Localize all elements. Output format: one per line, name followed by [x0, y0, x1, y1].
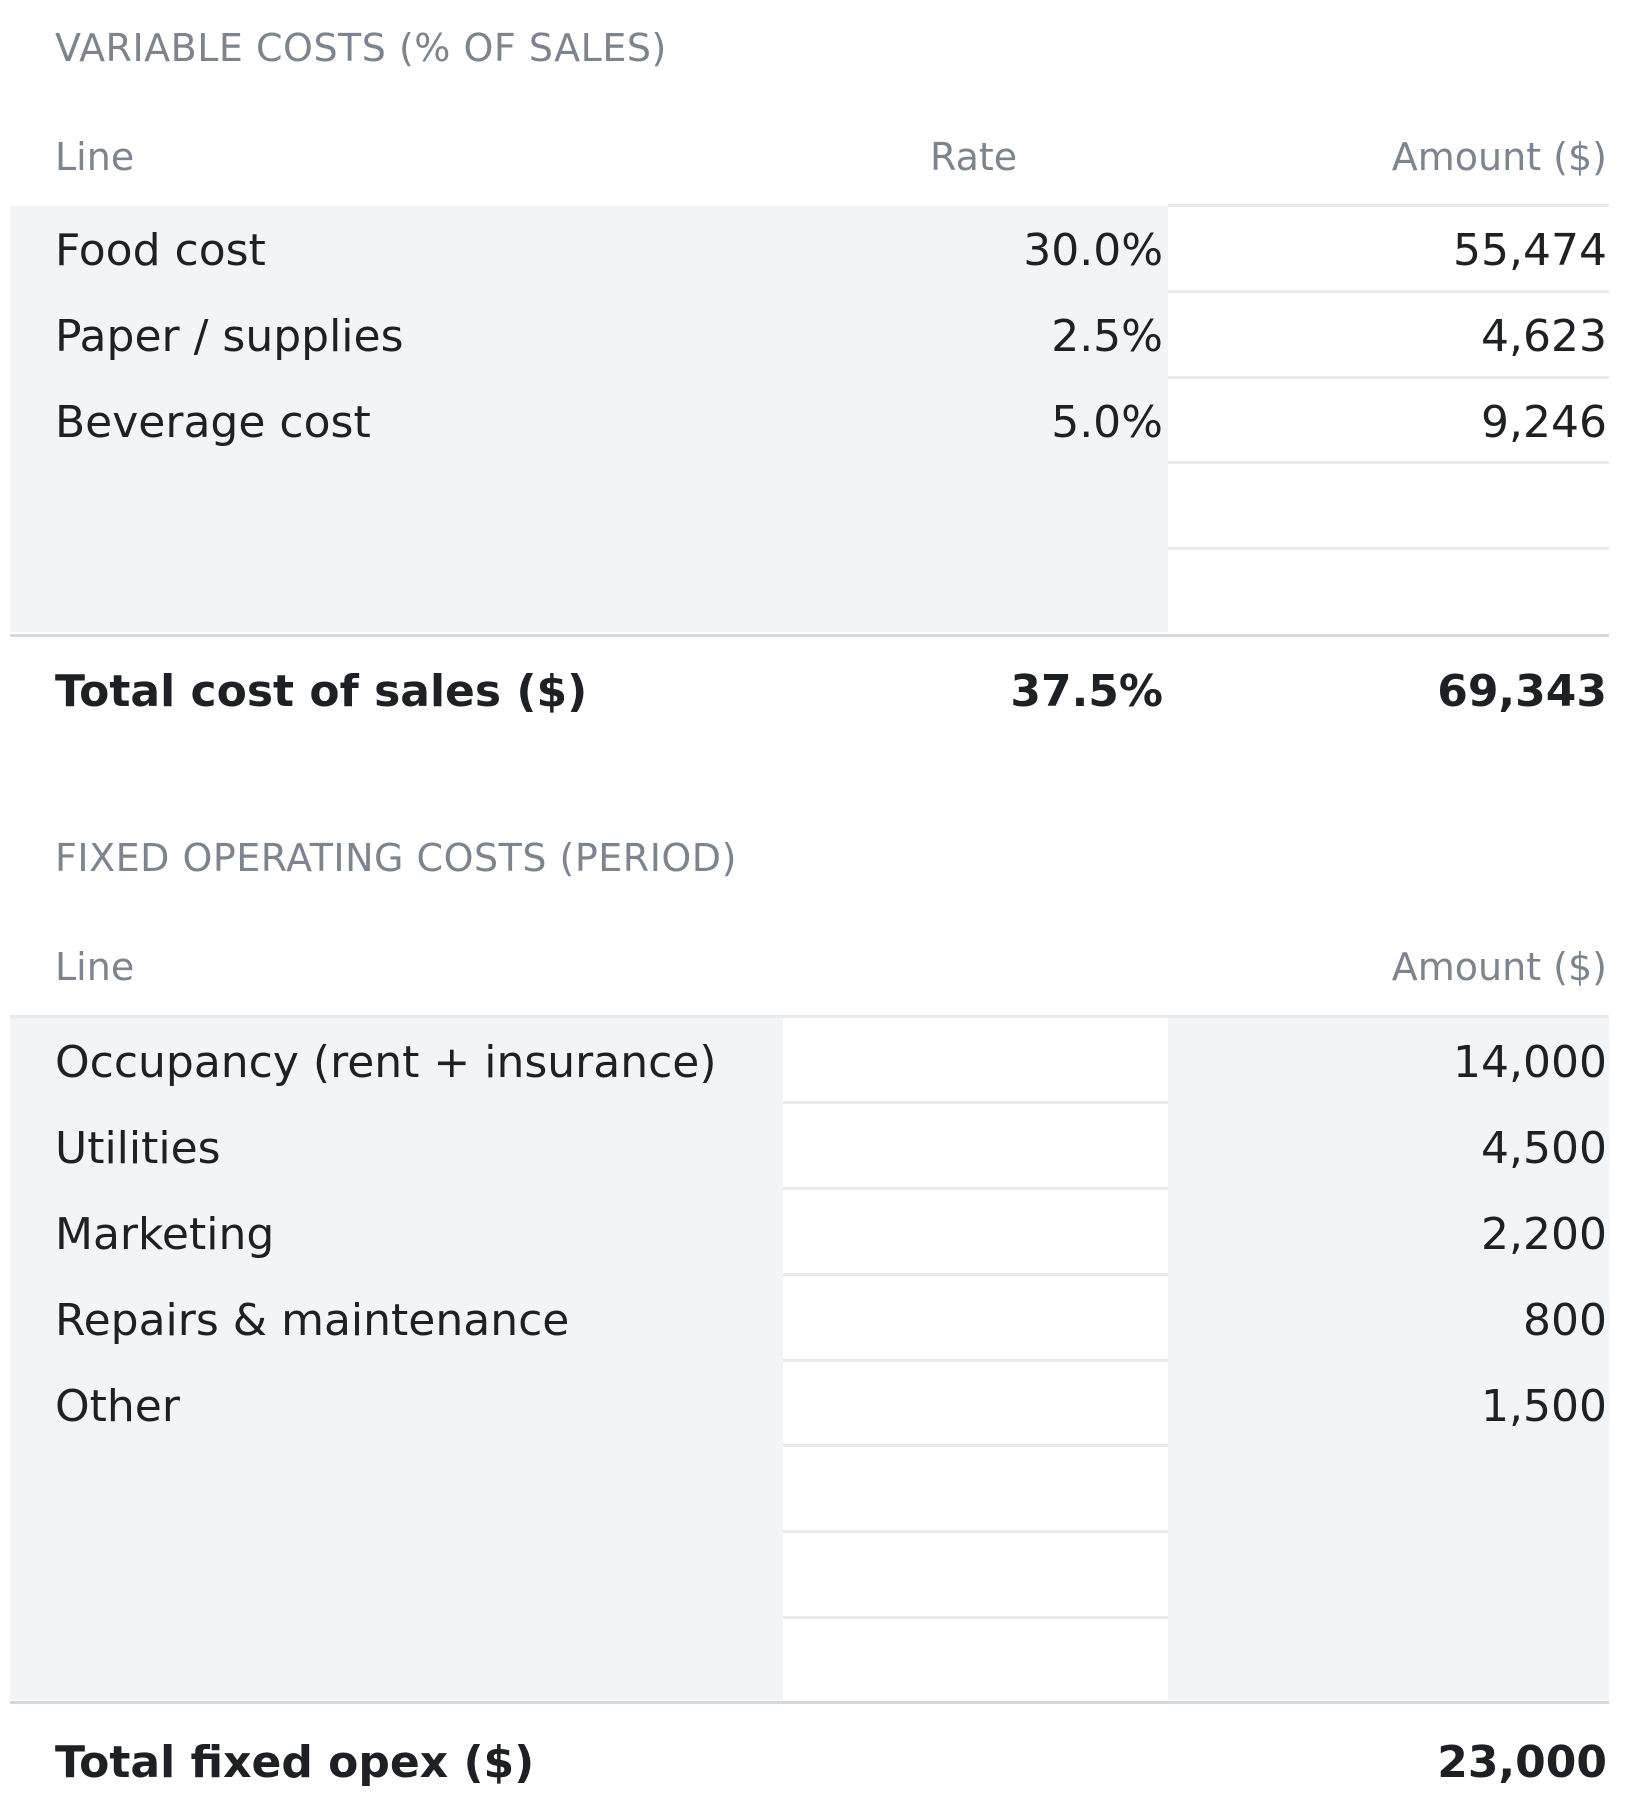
row-line: Repairs & maintenance [55, 1295, 570, 1346]
col-header-line: Line [55, 135, 135, 179]
row-line: Food cost [55, 225, 266, 276]
total-amount: 23,000 [1437, 1737, 1607, 1788]
row-rate[interactable]: 5.0% [1051, 397, 1163, 448]
col-header-line: Line [55, 945, 135, 989]
total-amount: 69,343 [1437, 666, 1607, 717]
row-divider [783, 1273, 1168, 1276]
row-line: Other [55, 1381, 180, 1432]
row-rate[interactable]: 2.5% [1051, 311, 1163, 362]
total-rate: 37.5% [1010, 666, 1163, 717]
row-amount: 4,623 [1481, 311, 1607, 362]
col-header-amount: Amount ($) [1391, 945, 1607, 989]
row-divider [783, 1187, 1168, 1190]
row-line: Paper / supplies [55, 311, 404, 362]
header-divider [10, 1015, 1609, 1018]
row-line: Utilities [55, 1123, 221, 1174]
fixed-costs-title: FIXED OPERATING COSTS (PERIOD) [55, 836, 737, 880]
row-divider [1168, 376, 1609, 379]
row-line: Occupancy (rent + insurance) [55, 1037, 717, 1088]
row-amount[interactable]: 2,200 [1481, 1209, 1607, 1260]
row-divider [1168, 290, 1609, 293]
row-divider [783, 1101, 1168, 1104]
row-divider [783, 1530, 1168, 1533]
row-line: Marketing [55, 1209, 275, 1260]
variable-costs-grid [10, 206, 1168, 632]
row-divider [783, 1616, 1168, 1619]
row-amount: 55,474 [1453, 225, 1607, 276]
total-label: Total cost of sales ($) [55, 666, 588, 717]
row-rate[interactable]: 30.0% [1023, 225, 1163, 276]
row-amount[interactable]: 1,500 [1481, 1381, 1607, 1432]
total-label: Total fixed opex ($) [55, 1737, 535, 1788]
row-divider [783, 1359, 1168, 1362]
row-divider [1168, 204, 1609, 207]
fixed-middle-column [783, 1017, 1168, 1700]
row-amount[interactable]: 4,500 [1481, 1123, 1607, 1174]
row-line: Beverage cost [55, 397, 371, 448]
col-header-rate: Rate [930, 135, 1018, 179]
row-divider [1168, 461, 1609, 464]
variable-costs-title: VARIABLE COSTS (% OF SALES) [55, 26, 667, 70]
col-header-amount: Amount ($) [1391, 135, 1607, 179]
variable-amount-column [1168, 206, 1609, 632]
row-amount: 9,246 [1481, 397, 1607, 448]
row-divider [783, 1444, 1168, 1447]
row-divider [1168, 547, 1609, 550]
total-divider [10, 634, 1609, 637]
row-amount[interactable]: 800 [1523, 1295, 1607, 1346]
row-amount[interactable]: 14,000 [1453, 1037, 1607, 1088]
total-divider [10, 1701, 1609, 1704]
